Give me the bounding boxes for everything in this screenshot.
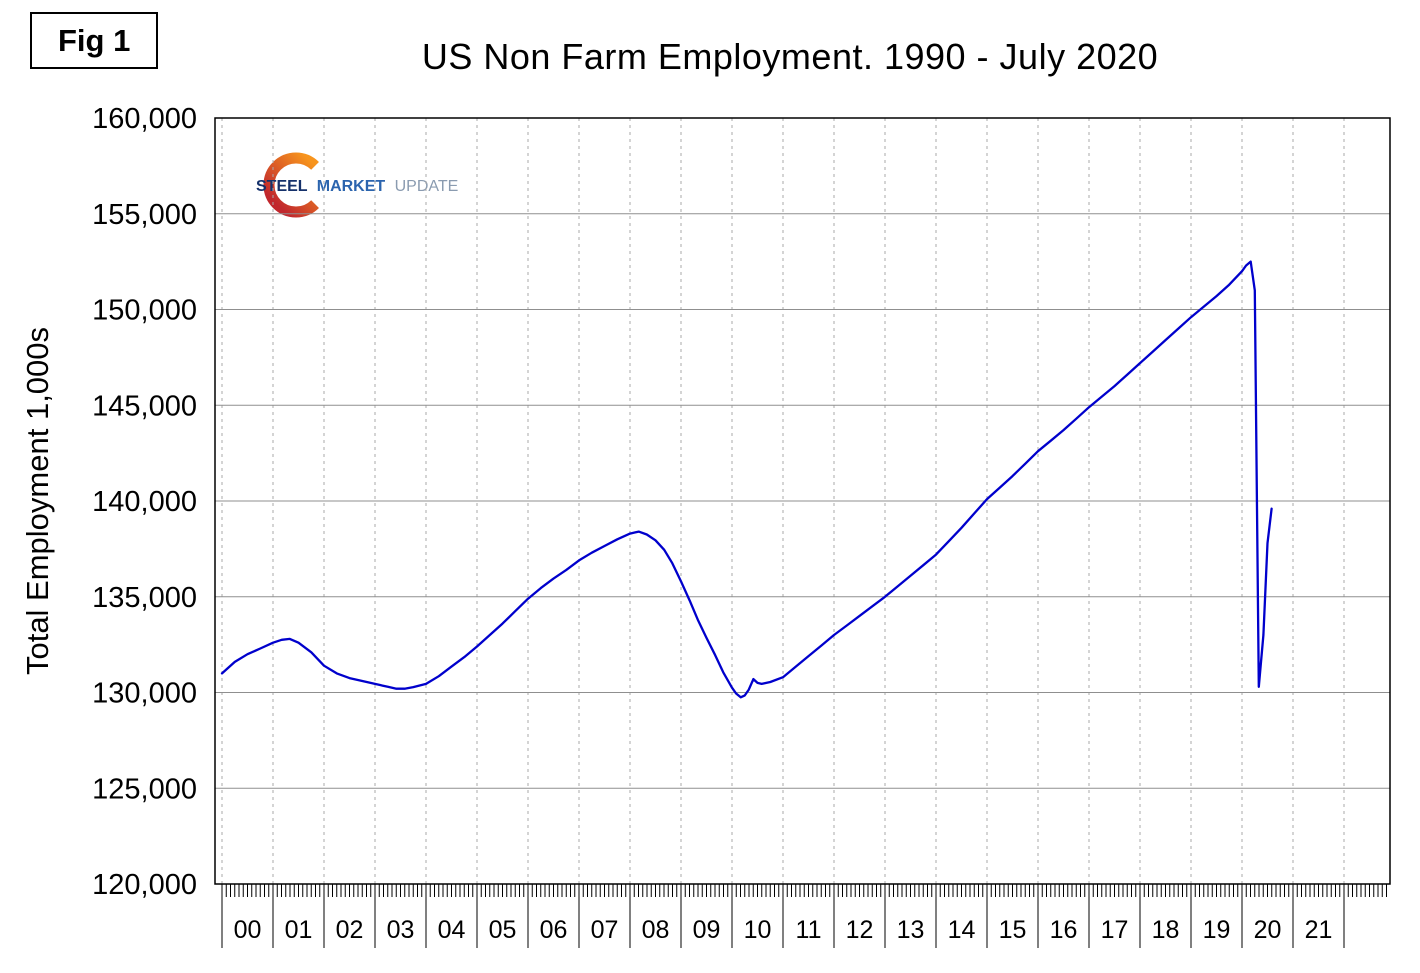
plot-border xyxy=(214,117,1391,885)
x-tick-label: 13 xyxy=(897,916,925,944)
x-tick-label: 11 xyxy=(796,916,822,944)
logo-word-steel: STEEL xyxy=(256,178,308,195)
x-tick-label: 12 xyxy=(846,916,874,944)
y-tick-label: 140,000 xyxy=(92,486,197,518)
x-tick-label: 07 xyxy=(591,916,619,944)
y-tick-label: 160,000 xyxy=(92,103,197,135)
employment-line-series xyxy=(220,260,1273,699)
logo-word-update: UPDATE xyxy=(395,178,458,195)
x-tick-label: 17 xyxy=(1101,916,1129,944)
x-tick-label: 03 xyxy=(387,916,415,944)
logo-text: STEEL MARKET UPDATE xyxy=(256,178,458,195)
x-tick-label: 06 xyxy=(540,916,568,944)
y-tick-label: 155,000 xyxy=(92,199,197,231)
x-tick-label: 08 xyxy=(642,916,670,944)
y-tick-label: 135,000 xyxy=(92,582,197,614)
figure-label: Fig 1 xyxy=(30,12,159,69)
y-tick-label: 130,000 xyxy=(92,678,197,710)
chart-title: US Non Farm Employment. 1990 - July 2020 xyxy=(421,36,1159,77)
logo-swoosh-icon xyxy=(263,152,329,218)
y-tick-label: 150,000 xyxy=(92,295,197,327)
x-tick-label: 16 xyxy=(1050,916,1078,944)
x-tick-label: 18 xyxy=(1152,916,1180,944)
x-tick-label: 10 xyxy=(744,916,772,944)
x-tick-label: 05 xyxy=(489,916,517,944)
y-tick-label: 125,000 xyxy=(92,773,197,805)
x-tick-label: 04 xyxy=(438,916,466,944)
y-tick-label: 145,000 xyxy=(92,390,197,422)
x-tick-label: 01 xyxy=(285,916,313,944)
x-tick-label: 21 xyxy=(1305,916,1333,944)
x-tick-label: 15 xyxy=(999,916,1027,944)
steel-market-update-logo: STEEL MARKET UPDATE xyxy=(248,148,458,225)
x-tick-label: 14 xyxy=(948,916,976,944)
x-tick-label: 19 xyxy=(1203,916,1231,944)
x-tick-label: 09 xyxy=(693,916,721,944)
x-tick-label: 20 xyxy=(1254,916,1282,944)
y-tick-label: 120,000 xyxy=(92,869,197,901)
x-tick-label: 02 xyxy=(336,916,364,944)
logo-word-market: MARKET xyxy=(317,178,386,195)
x-tick-label: 00 xyxy=(234,916,262,944)
